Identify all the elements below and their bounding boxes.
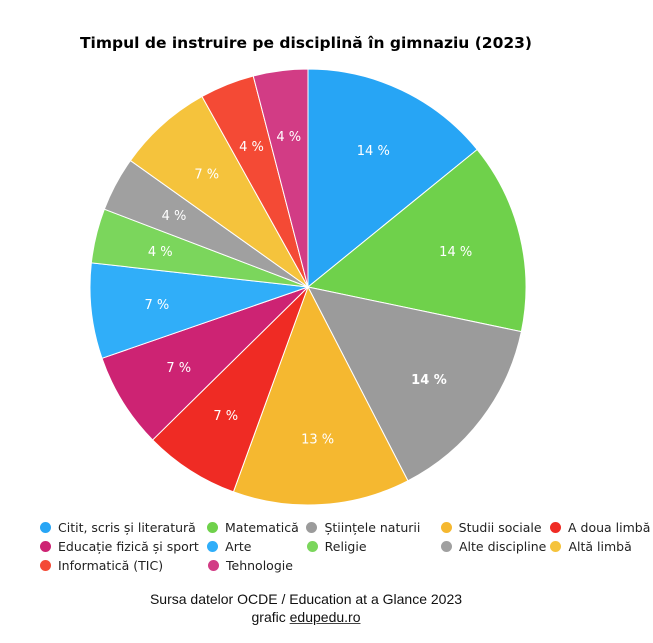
legend-label: Matematică [225,520,299,535]
legend-swatch [550,522,561,533]
legend-item-stiintele-naturii: Științele naturii [306,520,440,535]
legend-label: Studii sociale [458,520,542,535]
legend-swatch [306,541,318,552]
data-label-stiintele-naturii: 14 % [411,373,447,388]
pie-slice-stiintele-naturii [307,286,522,482]
legend-swatch [208,560,219,571]
legend-item-informatica-tic: Informatică (TIC) [40,558,208,573]
legend-label: Educație fizică și sport [58,539,199,554]
site-link[interactable]: edupedu.ro [289,609,361,625]
data-label-alta-limba: 7 % [194,168,219,183]
legend-item-citit-scris-si-literatura: Citit, scris și literatură [40,520,207,535]
pie-slice-studii-sociale [232,285,409,506]
legend-label: Tehnologie [226,558,293,573]
legend-label: A doua limbă [568,520,651,535]
legend-swatch [441,541,452,552]
legend-label: Citit, scris și literatură [58,520,196,535]
legend-swatch [40,541,51,552]
data-label-tehnologie: 4 % [276,130,301,145]
legend-item-alta-limba: Altă limbă [550,539,640,554]
legend-item-matematica: Matematică [207,520,306,535]
legend-item-tehnologie: Tehnologie [208,558,308,573]
data-label-arte: 7 % [145,298,170,313]
data-label-informatica-tic: 4 % [239,140,264,155]
legend-row: Citit, scris și literatură Matematică Știi… [40,518,650,537]
data-label-matematica: 14 % [439,245,472,260]
data-label-studii-sociale: 13 % [301,433,334,448]
legend-swatch [207,541,219,552]
legend-item-arte: Arte [207,539,307,554]
legend-row: Educație fizică și sport Arte Religie Alte … [40,537,640,556]
pie-slice-citit-scris-si-literatura [307,68,478,289]
legend-item-studii-sociale: Studii sociale [440,520,550,535]
data-label-alte-discipline: 4 % [162,209,187,224]
legend-swatch [550,541,562,552]
legend-label: Științele naturii [324,520,421,535]
legend-item-educatie-fizica-si-sport: Educație fizică și sport [40,539,207,554]
legend-item-religie: Religie [306,539,441,554]
legend-item-a-doua-limba: A doua limbă [550,520,650,535]
source-note: Sursa datelor OCDE / Education at a Glan… [0,590,612,626]
data-label-religie: 4 % [148,245,173,260]
legend-swatch [440,522,452,533]
legend-label: Religie [324,539,367,554]
legend-swatch [40,522,51,533]
legend-swatch [40,560,51,571]
pie-chart: 14 % 14 % 14 % 13 % 7 % 7 % 7 % 4 % 4 % 7 % 4 % 4 % [89,68,527,506]
chart-title: Timpul de instruire pe disciplină în gim… [79,34,533,52]
legend-row: Informatică (TIC) Tehnologie [40,556,640,575]
legend-label: Alte discipline [459,539,547,554]
data-label-citit-scris-si-literatura: 14 % [357,144,390,159]
legend-swatch [207,522,219,533]
legend-label: Arte [225,539,252,554]
credit-prefix: grafic [251,609,290,625]
data-label-a-doua-limba: 7 % [213,409,238,424]
legend-swatch [306,522,318,533]
credit-line: grafic edupedu.ro [0,608,612,626]
legend-label: Informatică (TIC) [58,558,164,573]
legend-item-alte-discipline: Alte discipline [441,539,550,554]
legend-label: Altă limbă [568,539,632,554]
source-line: Sursa datelor OCDE / Education at a Glan… [149,591,463,607]
data-label-educatie-fizica-si-sport: 7 % [166,361,191,376]
pie-slice-matematica [306,148,527,333]
chart-legend: Citit, scris și literatură Matematică Știi… [40,518,650,575]
pie-slice-tehnologie [252,68,309,288]
